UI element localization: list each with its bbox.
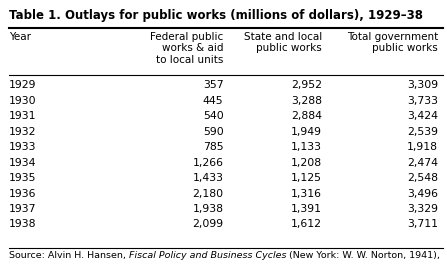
Text: 1935: 1935: [9, 173, 37, 183]
Text: 540: 540: [203, 111, 224, 121]
Text: 2,099: 2,099: [192, 219, 224, 229]
Text: Table 1. Outlays for public works (millions of dollars), 1929–38: Table 1. Outlays for public works (milli…: [9, 9, 423, 22]
Text: Total government
public works: Total government public works: [347, 32, 438, 53]
Text: 1937: 1937: [9, 204, 37, 214]
Text: 1938: 1938: [9, 219, 37, 229]
Text: 590: 590: [203, 127, 224, 136]
Text: 3,733: 3,733: [407, 96, 438, 105]
Text: 2,539: 2,539: [407, 127, 438, 136]
Text: 1931: 1931: [9, 111, 37, 121]
Text: 1930: 1930: [9, 96, 37, 105]
Text: Year: Year: [9, 32, 31, 41]
Text: 1,316: 1,316: [291, 189, 322, 198]
Text: 1932: 1932: [9, 127, 37, 136]
Text: 1,208: 1,208: [291, 158, 322, 167]
Text: 357: 357: [203, 80, 224, 90]
Text: 2,952: 2,952: [291, 80, 322, 90]
Text: 785: 785: [203, 142, 224, 152]
Text: 1,949: 1,949: [291, 127, 322, 136]
Text: 2,180: 2,180: [192, 189, 224, 198]
Text: 1934: 1934: [9, 158, 37, 167]
Text: 1933: 1933: [9, 142, 37, 152]
Text: 2,884: 2,884: [291, 111, 322, 121]
Text: Fiscal Policy and Business Cycles: Fiscal Policy and Business Cycles: [129, 251, 287, 260]
Text: 3,288: 3,288: [291, 96, 322, 105]
Text: (New York: W. W. Norton, 1941),: (New York: W. W. Norton, 1941),: [287, 251, 440, 260]
Text: State and local
public works: State and local public works: [244, 32, 322, 53]
Text: 3,424: 3,424: [407, 111, 438, 121]
Text: 3,711: 3,711: [407, 219, 438, 229]
Text: 1,266: 1,266: [193, 158, 224, 167]
Text: 1936: 1936: [9, 189, 37, 198]
Text: 3,309: 3,309: [407, 80, 438, 90]
Text: 3,329: 3,329: [407, 204, 438, 214]
Text: Federal public
works & aid
to local units: Federal public works & aid to local unit…: [150, 32, 224, 65]
Text: 1,391: 1,391: [291, 204, 322, 214]
Text: 3,496: 3,496: [407, 189, 438, 198]
Text: 1,612: 1,612: [291, 219, 322, 229]
Text: 1,125: 1,125: [291, 173, 322, 183]
Text: 1,938: 1,938: [193, 204, 224, 214]
Text: Source: Alvin H. Hansen,: Source: Alvin H. Hansen,: [9, 251, 129, 260]
Text: 1,918: 1,918: [407, 142, 438, 152]
Text: 2,548: 2,548: [407, 173, 438, 183]
Text: 1,133: 1,133: [291, 142, 322, 152]
Text: 445: 445: [203, 96, 224, 105]
Text: 2,474: 2,474: [407, 158, 438, 167]
Text: 1929: 1929: [9, 80, 37, 90]
Text: 1,433: 1,433: [193, 173, 224, 183]
